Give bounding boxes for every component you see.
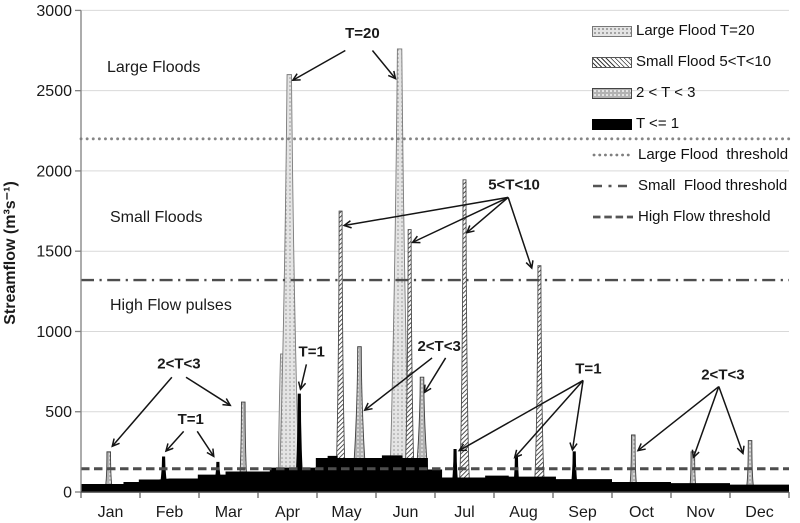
y-tick-label: 2500 bbox=[36, 83, 72, 100]
flood-spike-mar bbox=[209, 461, 227, 493]
annotation-arrow bbox=[112, 376, 173, 446]
dashed-line-sample bbox=[593, 215, 633, 219]
annotation-label: T=1 bbox=[575, 360, 601, 377]
y-tick-label: 500 bbox=[45, 404, 72, 421]
month-label: Jul bbox=[454, 504, 474, 521]
flood-spike-aug bbox=[511, 455, 522, 493]
y-tick-label: 2000 bbox=[36, 163, 72, 180]
y-tick-label: 0 bbox=[63, 485, 72, 502]
month-label: Apr bbox=[275, 504, 301, 521]
month-label: Oct bbox=[629, 504, 654, 521]
legend-item-2t3: 2 < T < 3 bbox=[592, 83, 792, 103]
legend-item-large-flood-threshold: Large Flood threshold bbox=[592, 145, 792, 165]
annotation-arrow bbox=[365, 357, 433, 410]
annotation-label: 2<T<3 bbox=[157, 356, 200, 373]
annotation-label: 2<T<3 bbox=[701, 366, 744, 383]
annotation-arrow bbox=[515, 379, 584, 457]
flood-spike-sep bbox=[569, 451, 580, 493]
annotation-arrow bbox=[293, 49, 346, 81]
flood-2t3-swatch bbox=[592, 87, 632, 99]
annotation-arrow bbox=[300, 364, 308, 389]
month-label: Dec bbox=[745, 504, 773, 521]
baseflow-area bbox=[81, 455, 789, 492]
month-label: Jan bbox=[98, 504, 124, 521]
flood-spike-apr bbox=[278, 74, 300, 493]
flood-spike-jul bbox=[458, 179, 471, 493]
y-axis-title: Streamflow (m³s⁻¹) bbox=[2, 181, 19, 325]
annotation-arrow bbox=[166, 430, 185, 451]
legend-item-large-flood: Large Flood T=20 bbox=[592, 21, 792, 41]
zone-label-large-floods: Large Floods bbox=[107, 59, 201, 76]
month-label: Nov bbox=[686, 504, 714, 521]
annotation-arrow bbox=[196, 430, 214, 456]
month-label: Aug bbox=[509, 504, 537, 521]
flood-spike-jun bbox=[403, 229, 416, 493]
annotation-arrow bbox=[371, 50, 395, 79]
flood-spike-feb bbox=[157, 456, 170, 493]
annotation-arrow bbox=[507, 197, 532, 268]
annotation-arrow bbox=[718, 386, 743, 454]
legend-label: Large Flood threshold bbox=[638, 146, 789, 163]
annotation-label: T=1 bbox=[299, 344, 325, 361]
chart-legend: Large Flood T=20 Small Flood 5<T<10 2 < … bbox=[592, 21, 792, 238]
large-flood-swatch bbox=[592, 25, 632, 37]
annotation-arrow bbox=[467, 196, 509, 232]
annotation-arrow bbox=[413, 196, 509, 242]
annotation-label: T=1 bbox=[178, 411, 204, 428]
dashdot-line-sample bbox=[593, 184, 633, 188]
month-label: Mar bbox=[215, 504, 243, 521]
y-tick-label: 1500 bbox=[36, 244, 72, 261]
legend-label: Small Flood 5<T<10 bbox=[636, 53, 772, 70]
flood-spike-dec bbox=[744, 440, 756, 493]
legend-label: Large Flood T=20 bbox=[636, 22, 755, 39]
zone-label-small-floods: Small Floods bbox=[110, 209, 203, 226]
y-tick-label: 1000 bbox=[36, 324, 72, 341]
flood-spike-aug bbox=[533, 265, 546, 493]
annotation-label: T=20 bbox=[345, 25, 380, 42]
annotation-label: 2<T<3 bbox=[417, 338, 460, 355]
annotation-arrow bbox=[459, 379, 584, 450]
month-label: Feb bbox=[156, 504, 184, 521]
legend-item-high-flow-threshold: High Flow threshold bbox=[592, 207, 792, 227]
month-label: Sep bbox=[568, 504, 597, 521]
legend-label: High Flow threshold bbox=[638, 208, 771, 225]
annotation-arrow bbox=[185, 376, 230, 405]
zone-label-high-flow-pulses: High Flow pulses bbox=[110, 297, 232, 314]
legend-label: 2 < T < 3 bbox=[636, 84, 696, 101]
legend-label: T <= 1 bbox=[636, 115, 680, 132]
flood-t1-swatch bbox=[592, 118, 632, 130]
month-label: Jun bbox=[393, 504, 419, 521]
annotation-arrow bbox=[693, 386, 720, 458]
annotation-label: 5<T<10 bbox=[488, 177, 540, 194]
annotation-arrow bbox=[638, 385, 720, 451]
flood-spike-may bbox=[334, 210, 347, 493]
annotation-arrow bbox=[344, 196, 509, 225]
legend-item-small-flood: Small Flood 5<T<10 bbox=[592, 52, 792, 72]
legend-item-small-flood-threshold: Small Flood threshold bbox=[592, 176, 792, 196]
legend-item-t1: T <= 1 bbox=[592, 114, 792, 134]
legend-label: Small Flood threshold bbox=[638, 177, 788, 194]
flood-spike-jul bbox=[449, 449, 461, 493]
annotation-arrow bbox=[424, 357, 447, 393]
small-flood-swatch bbox=[592, 56, 632, 68]
annotation-arrow bbox=[572, 380, 584, 450]
dotted-line-sample bbox=[592, 153, 634, 157]
y-tick-label: 3000 bbox=[36, 3, 72, 20]
month-label: May bbox=[331, 504, 361, 521]
